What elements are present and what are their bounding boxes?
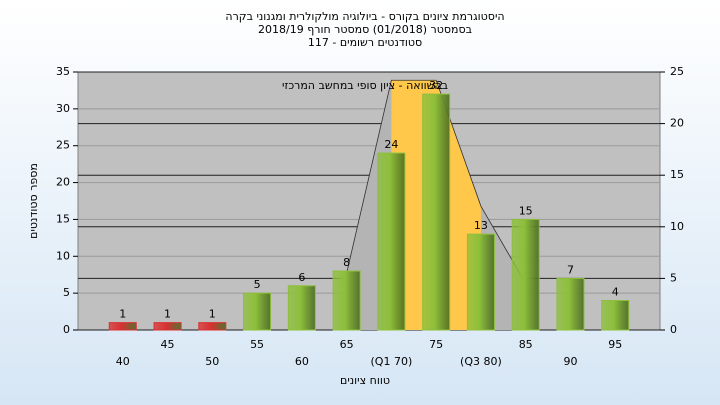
bar xyxy=(108,322,137,331)
bar xyxy=(511,218,540,331)
data-label: 4 xyxy=(612,286,619,299)
bar xyxy=(198,322,227,331)
data-label: 1 xyxy=(164,308,171,321)
bar xyxy=(153,322,182,331)
y-tick-label: 30 xyxy=(56,102,70,115)
y2-tick-label: 10 xyxy=(670,220,684,233)
y2-tick-label: 0 xyxy=(670,323,677,336)
x-tick-label: (Q1 70) xyxy=(371,355,413,368)
bar xyxy=(243,292,272,331)
data-label: 1 xyxy=(119,308,126,321)
y2-tick-label: 20 xyxy=(670,117,684,130)
y-tick-label: 15 xyxy=(56,212,70,225)
y-axis-label: מספר סטודנטים xyxy=(27,163,40,239)
bar xyxy=(332,270,361,331)
area-outline xyxy=(346,79,527,284)
data-label: 24 xyxy=(384,138,398,151)
x-tick-label: 65 xyxy=(340,338,354,351)
y-tick-label: 35 xyxy=(56,65,70,78)
y-tick-label: 25 xyxy=(56,139,70,152)
data-label: 32 xyxy=(429,79,443,92)
data-label: 5 xyxy=(254,278,261,291)
chart-subtitle: בסמסטר (01/2018) סמסטר חורף 2018/19 xyxy=(258,23,472,36)
chart-subtitle: סטודנטים רשומים - 117 xyxy=(308,36,422,49)
y2-tick-label: 25 xyxy=(670,65,684,78)
chart-title: היסטוגרמת ציונים בקורס - ביולוגיה מולקול… xyxy=(225,10,504,23)
data-label: 13 xyxy=(474,219,488,232)
bar xyxy=(601,300,630,331)
x-axis-label: טווח ציונים xyxy=(340,374,390,387)
x-tick-label: 50 xyxy=(205,355,219,368)
x-tick-label: 55 xyxy=(250,338,264,351)
x-tick-label: 60 xyxy=(295,355,309,368)
data-label: 15 xyxy=(519,204,533,217)
bar xyxy=(466,233,495,331)
x-tick-label: (Q3 80) xyxy=(460,355,502,368)
y-tick-label: 20 xyxy=(56,176,70,189)
x-tick-label: 75 xyxy=(429,338,443,351)
bar xyxy=(377,152,406,331)
x-tick-label: 40 xyxy=(116,355,130,368)
y2-tick-label: 15 xyxy=(670,168,684,181)
data-label: 6 xyxy=(298,271,305,284)
y-tick-label: 10 xyxy=(56,249,70,262)
x-tick-label: 90 xyxy=(563,355,577,368)
bar xyxy=(556,277,585,331)
x-tick-label: 45 xyxy=(161,338,175,351)
bar xyxy=(287,285,316,331)
data-label: 8 xyxy=(343,256,350,269)
y2-tick-label: 5 xyxy=(670,271,677,284)
data-label: 7 xyxy=(567,263,574,276)
annotation: בהשוואה - ציון סופי במחשב המרכזי xyxy=(282,79,448,92)
data-label: 1 xyxy=(209,308,216,321)
bar xyxy=(422,93,451,331)
y-tick-label: 0 xyxy=(63,323,70,336)
x-tick-label: 85 xyxy=(519,338,533,351)
x-tick-label: 95 xyxy=(608,338,622,351)
y-tick-label: 5 xyxy=(63,286,70,299)
